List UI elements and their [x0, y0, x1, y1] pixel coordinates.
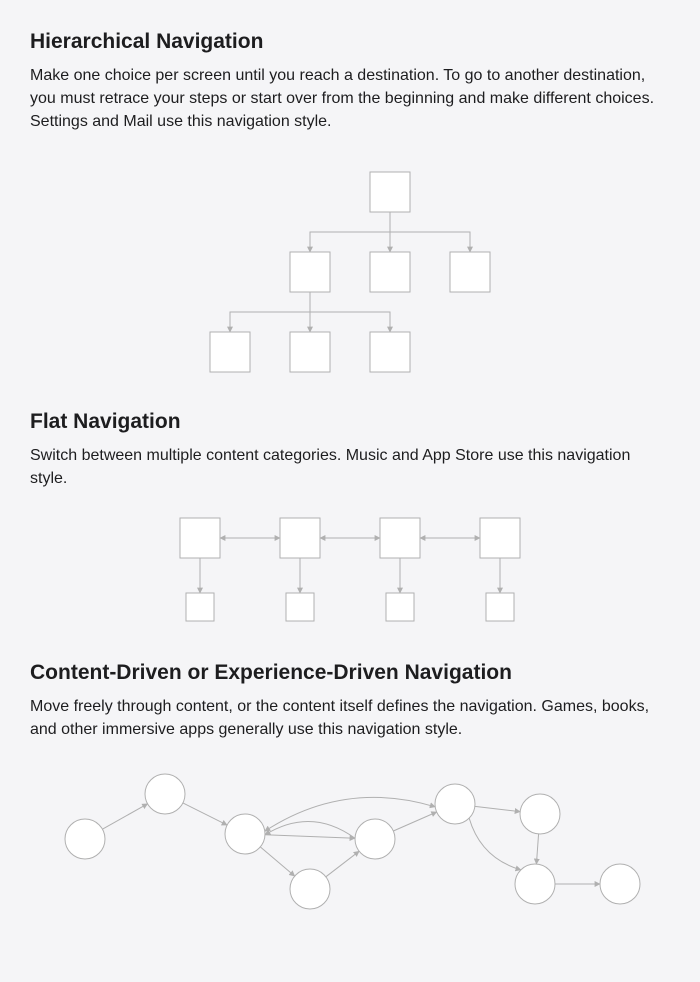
hierarchical-title: Hierarchical Navigation	[30, 30, 670, 54]
hierarchical-description: Make one choice per screen until you rea…	[30, 64, 670, 134]
section-hierarchical: Hierarchical Navigation Make one choice …	[30, 30, 670, 382]
flat-description: Switch between multiple content categori…	[30, 444, 670, 490]
flat-title: Flat Navigation	[30, 410, 670, 434]
section-flat: Flat Navigation Switch between multiple …	[30, 410, 670, 633]
section-content: Content-Driven or Experience-Driven Navi…	[30, 661, 670, 924]
content-description: Move freely through content, or the cont…	[30, 695, 670, 741]
content-diagram	[30, 759, 670, 924]
content-title: Content-Driven or Experience-Driven Navi…	[30, 661, 670, 685]
hierarchical-diagram	[30, 152, 670, 382]
flat-diagram	[30, 508, 670, 633]
